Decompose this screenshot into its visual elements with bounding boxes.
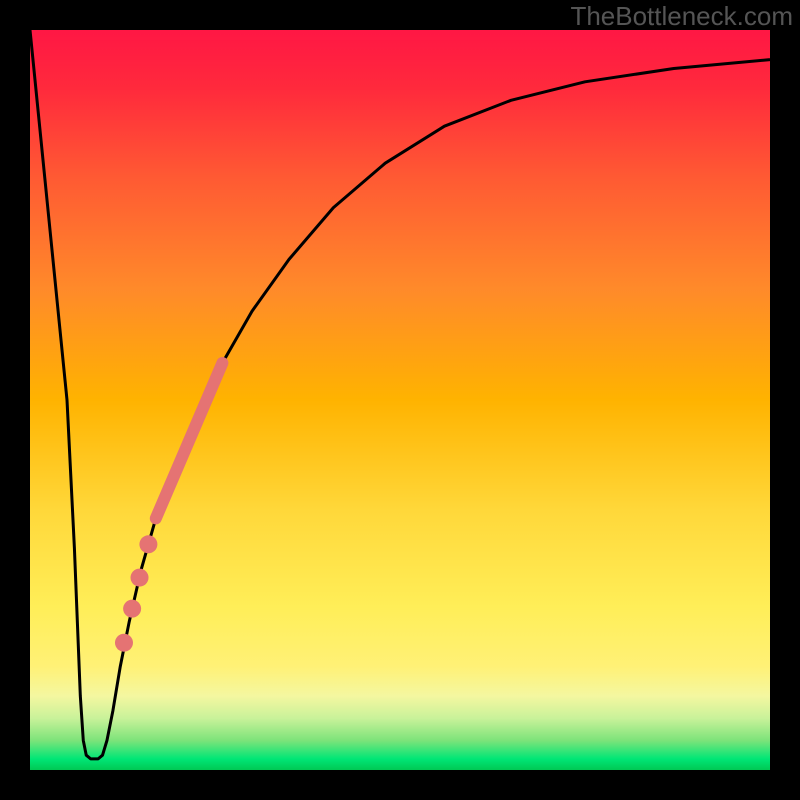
- highlight-dot-2: [123, 600, 141, 618]
- highlight-dot-3: [115, 634, 133, 652]
- highlight-dot-1: [131, 569, 149, 587]
- watermark-text: TheBottleneck.com: [570, 1, 793, 31]
- bottleneck-chart: TheBottleneck.com: [0, 0, 800, 800]
- highlight-dot-0: [139, 535, 157, 553]
- plot-background-gradient: [30, 30, 770, 770]
